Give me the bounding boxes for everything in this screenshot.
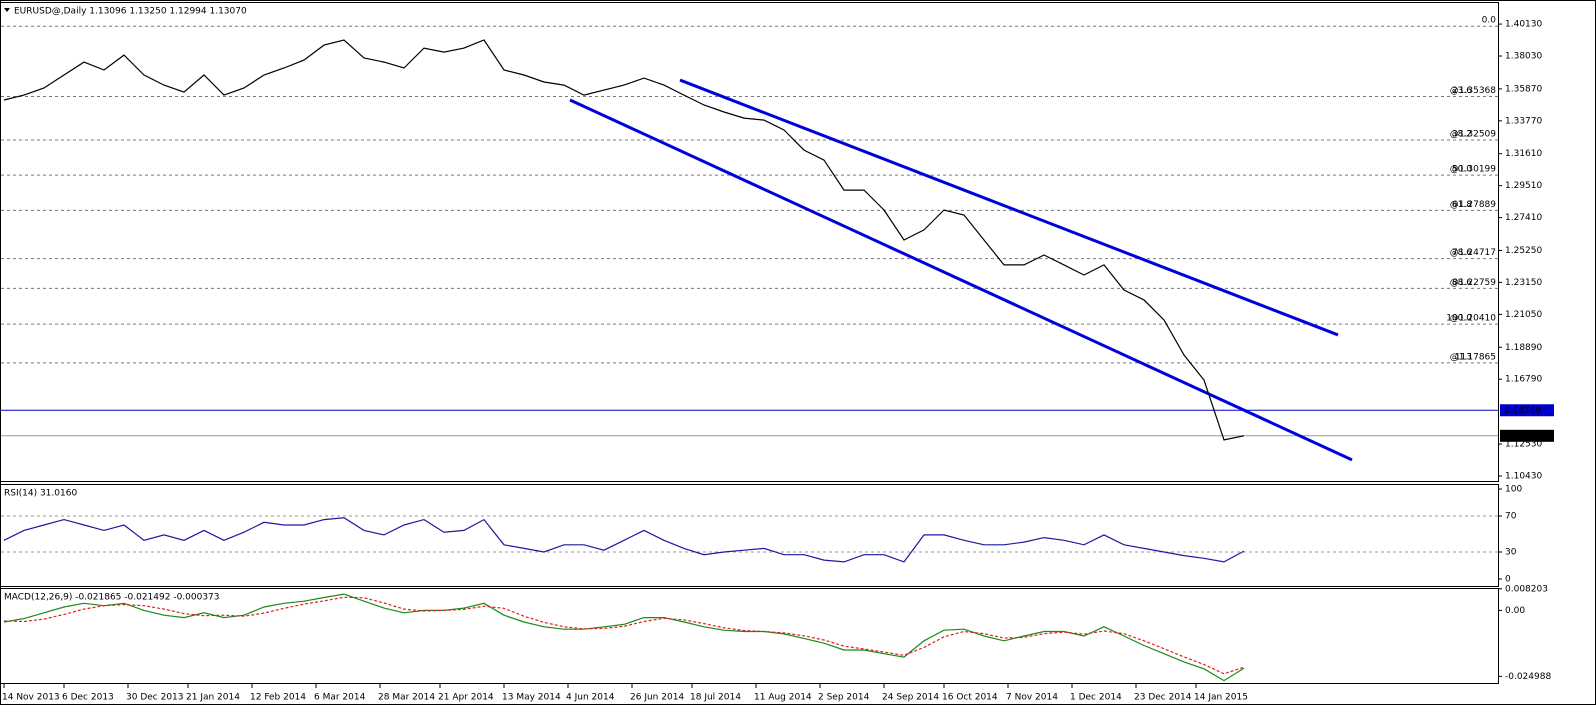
fib-price: @1.24717 xyxy=(1450,248,1496,258)
x-tick-label: 18 Jul 2014 xyxy=(690,693,741,703)
fib-level: 50.0 xyxy=(1452,165,1472,175)
x-tick-label: 7 Nov 2014 xyxy=(1006,693,1058,703)
y-tick-label: 0.00 xyxy=(1505,606,1525,616)
panel xyxy=(0,2,1499,482)
series-line xyxy=(3,593,1245,682)
level-label: 1.13070 xyxy=(1504,431,1541,441)
x-tick-label: 4 Jun 2014 xyxy=(566,693,615,703)
fib-price: @1.22759 xyxy=(1450,278,1496,288)
panel-title: MACD(12,26,9) -0.021865 -0.021492 -0.000… xyxy=(4,593,220,603)
y-tick-label: 1.12530 xyxy=(1505,440,1542,450)
y-tick-label: 1.35870 xyxy=(1505,84,1542,94)
y-tick-label: 1.23150 xyxy=(1505,278,1542,288)
y-tick-label: 1.25250 xyxy=(1505,246,1542,256)
fib-level: 78.6 xyxy=(1452,248,1472,258)
y-tick-label: 1.21050 xyxy=(1505,310,1542,320)
x-tick-label: 21 Apr 2014 xyxy=(438,693,494,703)
y-tick-label: 1.40130 xyxy=(1505,20,1542,30)
y-tick-label: 1.10430 xyxy=(1505,471,1542,481)
x-tick-label: 6 Mar 2014 xyxy=(314,693,366,703)
fib-level: 88.6 xyxy=(1452,278,1472,288)
x-tick-label: 11 Aug 2014 xyxy=(754,693,812,703)
panel xyxy=(0,484,1499,587)
y-tick-label: 70 xyxy=(1505,512,1517,522)
series-line xyxy=(3,596,1245,675)
fib-price: @1.35368 xyxy=(1450,86,1496,96)
x-tick-label: 28 Mar 2014 xyxy=(378,693,435,703)
channel-line xyxy=(569,98,1353,462)
x-tick-label: 21 Jan 2014 xyxy=(186,693,240,703)
channel-line xyxy=(679,78,1339,337)
fib-price: @1.20410 xyxy=(1450,314,1496,324)
y-tick-label: 1.18890 xyxy=(1505,343,1542,353)
fib-level: 113 xyxy=(1455,352,1472,362)
y-tick-label: 1.16790 xyxy=(1505,375,1542,385)
y-tick-label: 100 xyxy=(1505,485,1522,495)
y-tick-label: 1.27410 xyxy=(1505,213,1542,223)
fib-level: 23.6 xyxy=(1452,86,1472,96)
fib-price: @1.17865 xyxy=(1450,352,1496,362)
level-box xyxy=(1500,404,1554,417)
x-tick-label: 16 Oct 2014 xyxy=(942,693,998,703)
fib-level: 100.0 xyxy=(1446,314,1472,324)
fib-price: @1.30199 xyxy=(1450,165,1496,175)
y-tick-label: 30 xyxy=(1505,548,1517,558)
x-tick-label: 2 Sep 2014 xyxy=(818,693,870,703)
x-tick-label: 12 Feb 2014 xyxy=(250,693,306,703)
level-label: 1.14749 xyxy=(1504,406,1541,416)
series-line xyxy=(3,517,1245,563)
x-tick-label: 24 Sep 2014 xyxy=(882,693,939,703)
y-tick-label: 1.38030 xyxy=(1505,52,1542,62)
fib-price: @1.32509 xyxy=(1450,130,1496,140)
panel-title: RSI(14) 31.0160 xyxy=(4,489,77,499)
y-tick-label: 1.29510 xyxy=(1505,181,1542,191)
fib-level: 61.8 xyxy=(1452,200,1472,210)
x-tick-label: 14 Nov 2013 xyxy=(2,693,60,703)
panel xyxy=(0,588,1499,684)
fib-level: 0.0 xyxy=(1482,16,1497,26)
y-tick-label: -0.024988 xyxy=(1505,672,1551,682)
x-tick-label: 1 Dec 2014 xyxy=(1070,693,1122,703)
series-line xyxy=(3,39,1245,441)
panel-title: EURUSD@,Daily 1.13096 1.13250 1.12994 1.… xyxy=(14,7,247,17)
x-tick-label: 13 May 2014 xyxy=(502,693,561,703)
y-tick-label: 0 xyxy=(1505,574,1511,584)
x-tick-label: 23 Dec 2014 xyxy=(1134,693,1192,703)
fib-price: @1.27889 xyxy=(1450,200,1496,210)
fib-level: 38.2 xyxy=(1452,130,1472,140)
y-tick-label: 1.31610 xyxy=(1505,149,1542,159)
level-box xyxy=(1500,429,1554,442)
x-tick-label: 30 Dec 2013 xyxy=(126,693,184,703)
y-tick-label: 0.008203 xyxy=(1505,584,1548,594)
x-tick-label: 14 Jan 2015 xyxy=(1194,693,1248,703)
y-tick-label: 1.33770 xyxy=(1505,116,1542,126)
x-tick-label: 26 Jun 2014 xyxy=(630,693,684,703)
x-tick-label: 6 Dec 2013 xyxy=(62,693,114,703)
title-arrow xyxy=(4,8,10,12)
